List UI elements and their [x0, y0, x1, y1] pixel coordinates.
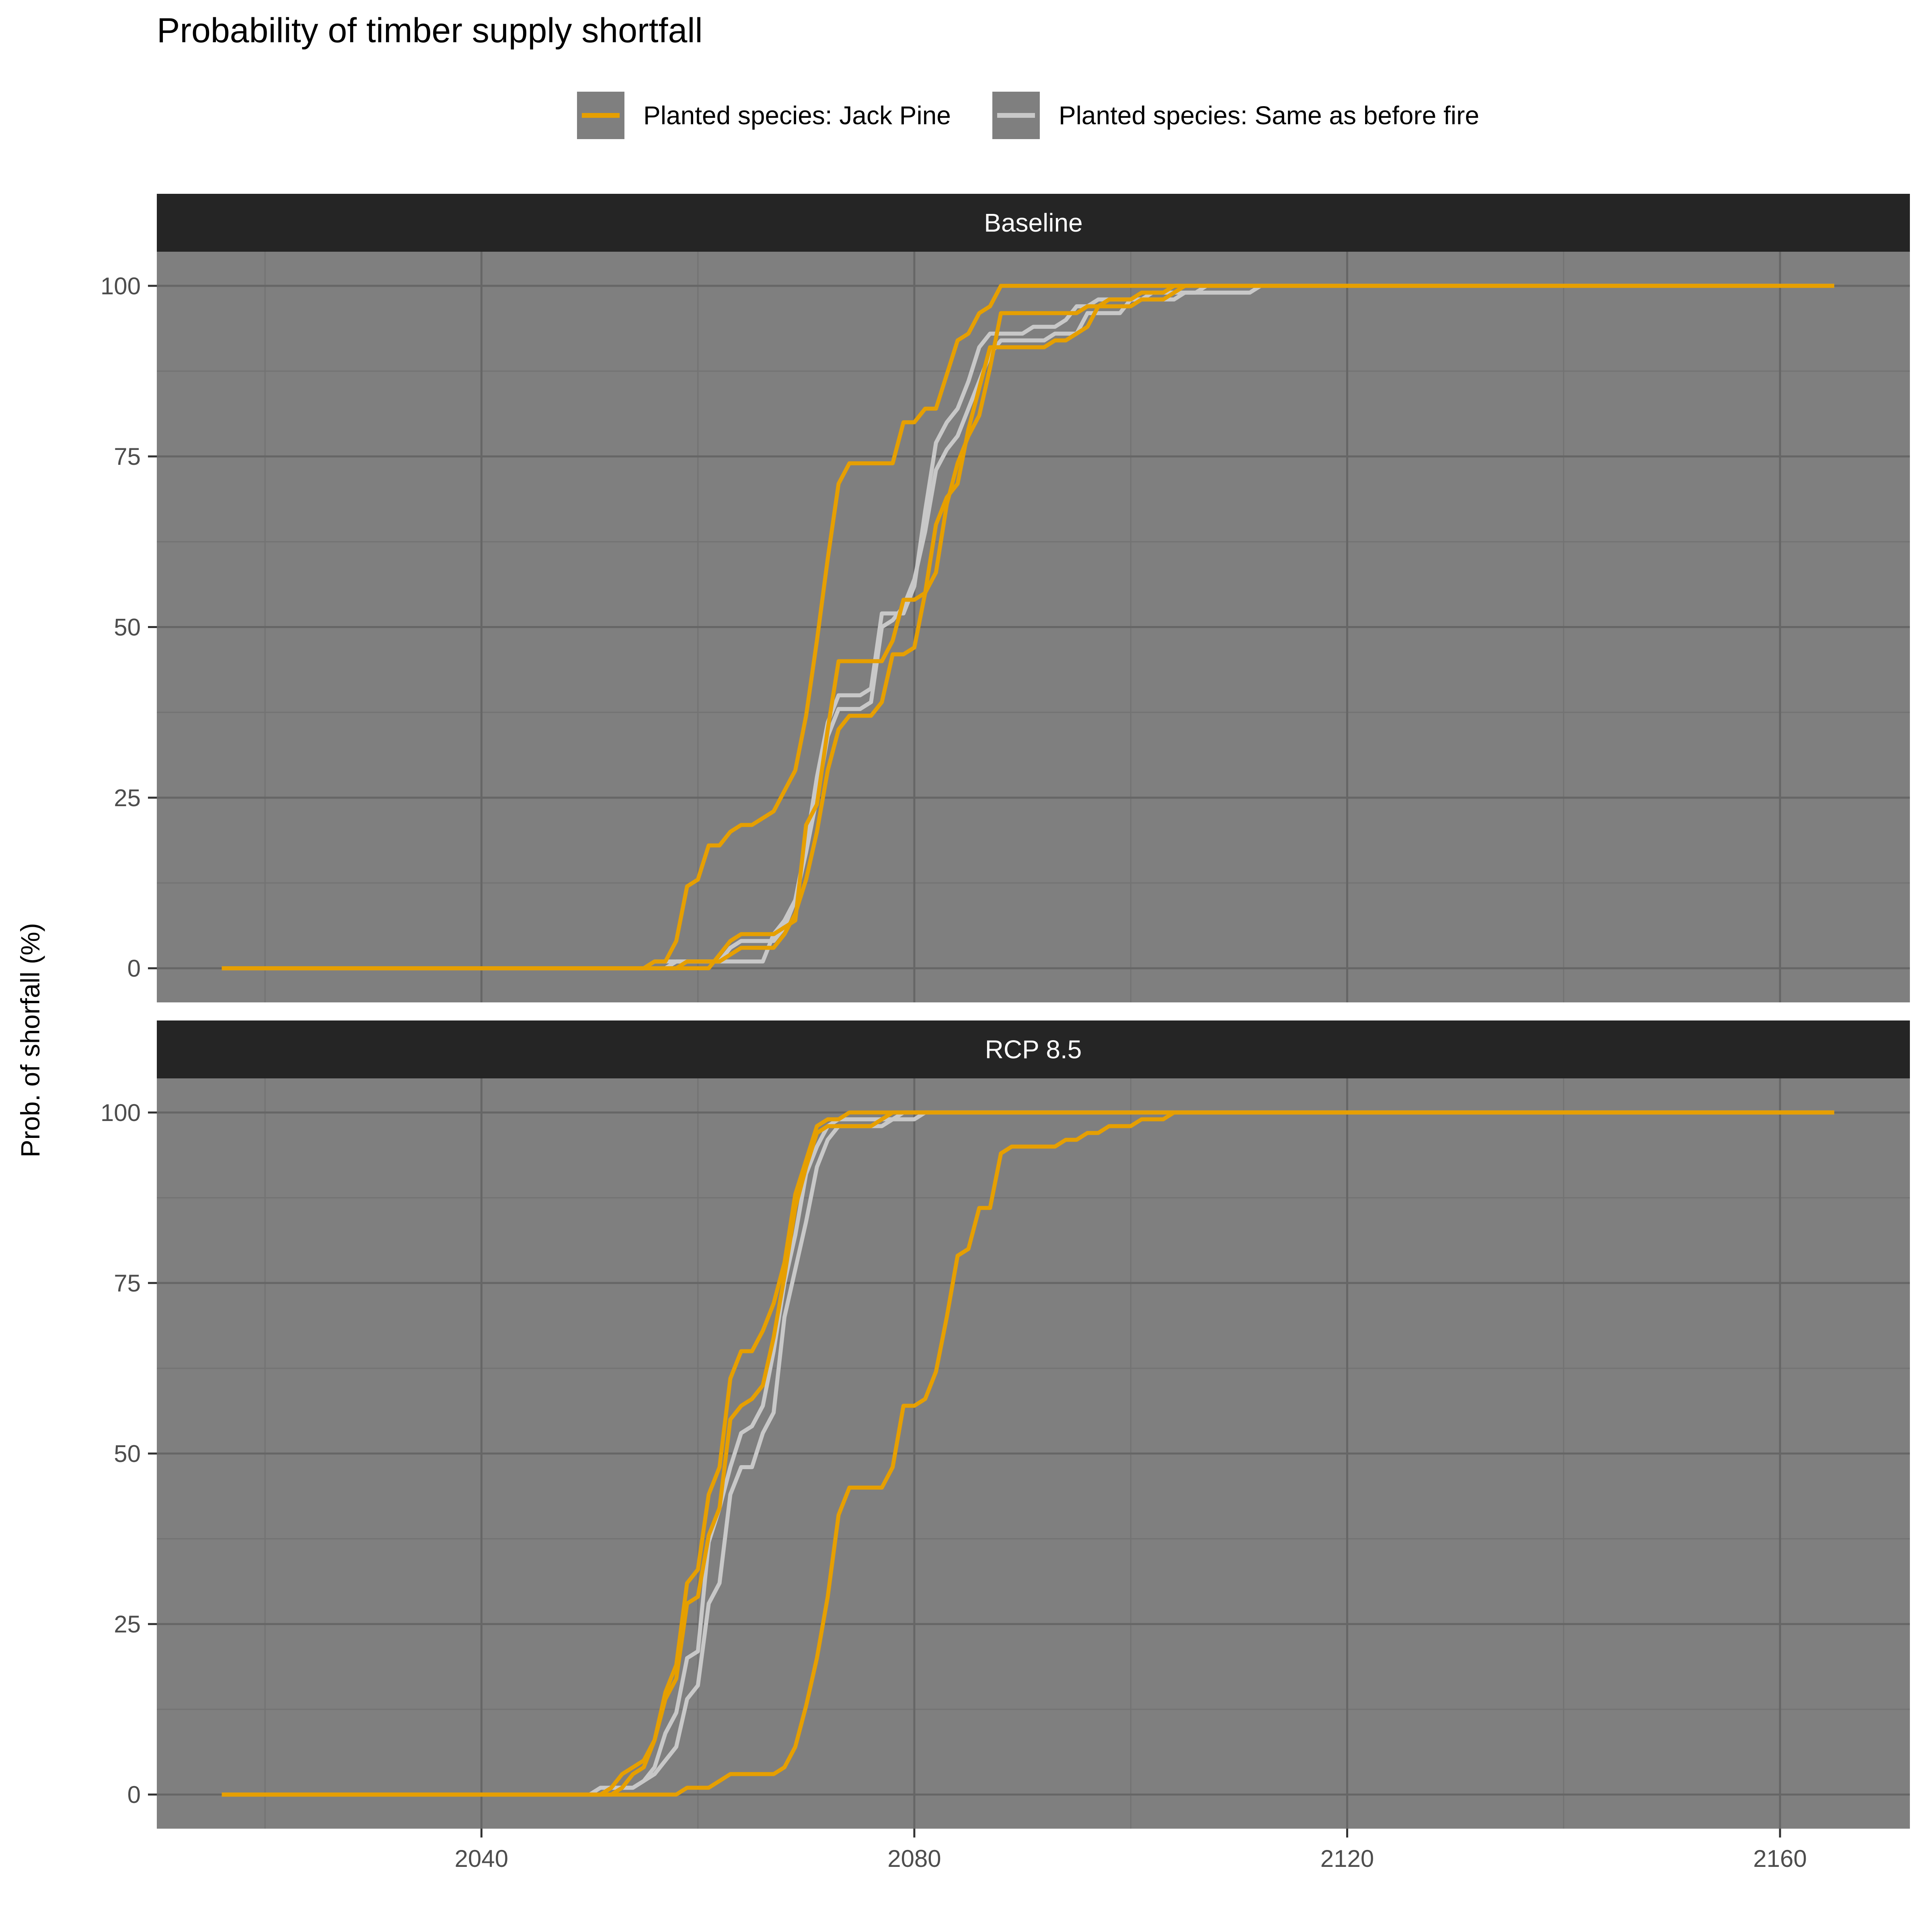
- x-tick-label: 2080: [887, 1845, 941, 1872]
- facet-panel: Baseline 0 25 50 75 100: [101, 194, 1910, 1002]
- y-tick-label: 75: [114, 443, 141, 470]
- y-tick-label: 25: [114, 784, 141, 811]
- legend-label: Planted species: Same as before fire: [1059, 101, 1479, 130]
- y-tick-label: 50: [114, 614, 141, 641]
- chart-title: Probability of timber supply shortfall: [157, 11, 702, 50]
- facet-strip-label: Baseline: [984, 208, 1083, 237]
- series-line-jack-pine: [222, 283, 1834, 971]
- legend: Planted species: Jack Pine Planted specie…: [577, 92, 1479, 139]
- series-line-jack-pine: [222, 1110, 1834, 1797]
- series-line-jack-pine: [222, 1110, 1834, 1797]
- facet-strip: [157, 194, 1910, 252]
- series-line-jack-pine: [222, 1110, 1834, 1797]
- y-tick-label: 100: [101, 273, 141, 300]
- facet-strip: [157, 1020, 1910, 1078]
- y-tick-label: 0: [127, 955, 141, 982]
- x-tick-label: 2120: [1320, 1845, 1374, 1872]
- facet-panel: RCP 8.5 0 25 50 75 100: [101, 1020, 1910, 1829]
- series-line-jack-pine: [222, 283, 1834, 971]
- y-tick-label: 100: [101, 1099, 141, 1126]
- x-axis: 2040 2080 2120 2160: [455, 1829, 1807, 1872]
- y-tick-label: 75: [114, 1270, 141, 1297]
- facet-strip-label: RCP 8.5: [985, 1035, 1082, 1064]
- y-tick-label: 50: [114, 1440, 141, 1467]
- facet-panels: Baseline 0 25 50 75 100 RCP 8.5 0 25 50 75 100: [101, 194, 1910, 1829]
- y-tick-label: 25: [114, 1611, 141, 1638]
- x-tick-label: 2040: [455, 1845, 508, 1872]
- x-tick-label: 2160: [1753, 1845, 1807, 1872]
- legend-label: Planted species: Jack Pine: [643, 101, 951, 130]
- y-axis-title: Prob. of shorfall (%): [15, 923, 45, 1157]
- y-tick-label: 0: [127, 1781, 141, 1808]
